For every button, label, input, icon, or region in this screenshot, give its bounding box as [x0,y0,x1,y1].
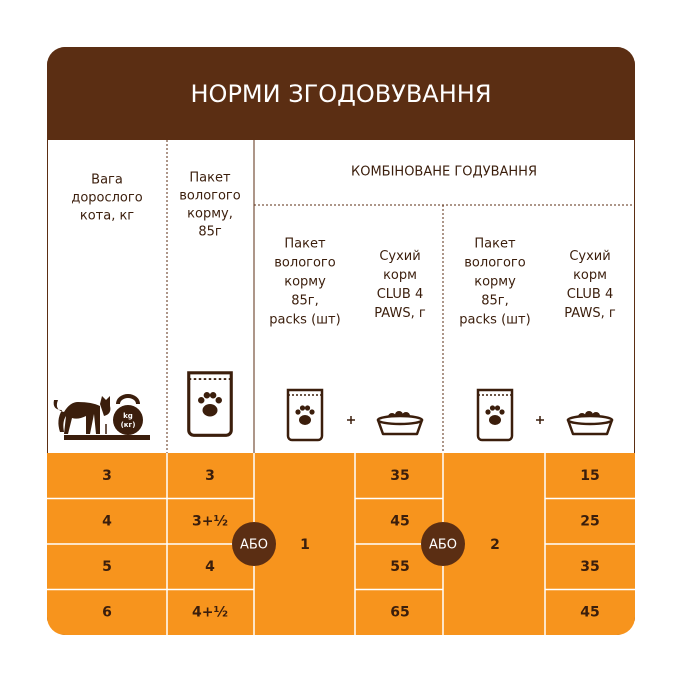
plus-icons [347,416,544,424]
wet-value: 3+½ [192,514,228,530]
packs-header: Пакет [284,237,326,252]
packs-header: Пакет [474,237,516,252]
dry-value: 15 [580,468,599,484]
dry-value: 35 [580,559,599,575]
cat-icon [53,394,150,440]
kettlebell-label: kg [123,412,133,420]
dry-header: PAWS, г [564,306,616,321]
dry-value: 35 [390,468,409,484]
dry-value: 55 [390,559,409,575]
pouch-icon [187,371,233,437]
packs-header: 85г, [291,294,319,309]
wet-value: 4 [205,559,215,575]
dry-header: CLUB 4 [567,287,614,302]
dry-value: 45 [390,514,409,530]
packs-header: вологого [274,256,335,271]
wet-value: 3 [205,468,215,484]
dry-header: Сухий [379,249,420,264]
card [47,47,635,635]
title: НОРМИ ЗГОДОВУВАННЯ [191,80,492,108]
pouch-icon [476,388,514,442]
weight-value: 6 [102,605,112,621]
weight-header: Вага [91,173,123,188]
pouch-icon [286,388,324,442]
kettlebell-label: (кг) [121,421,136,429]
dry-header: корм [383,268,417,283]
dry-value: 45 [580,605,599,621]
packs-header: корму [474,275,516,290]
weight-header: кота, кг [80,209,134,224]
grid-lines [47,140,635,453]
dry-value: 65 [390,605,409,621]
packs-header: корму [284,275,326,290]
weight-value: 3 [102,468,112,484]
wet-value: 4+½ [192,605,228,621]
weight-value: 5 [102,559,112,575]
wet-header: вологого [179,189,240,204]
packs-header: packs (шт) [269,313,340,328]
dry-header: Сухий [569,249,610,264]
or-label: АБО [429,538,457,553]
dry-header: CLUB 4 [377,287,424,302]
wet-header: Пакет [189,171,231,186]
weight-value: 4 [102,514,112,530]
or-badge [232,522,276,566]
packs-header: packs (шт) [459,313,530,328]
or-badge [421,522,465,566]
or-label: АБО [240,538,268,553]
cell-lines [47,453,635,635]
weight-header: дорослого [71,191,142,206]
title-band [47,47,635,140]
dry-header: PAWS, г [374,306,426,321]
dry-value: 25 [580,514,599,530]
packs-header: вологого [464,256,525,271]
packs-header: 85г, [481,294,509,309]
dry-header: корм [573,268,607,283]
packs-value: 2 [490,537,500,553]
wet-header: корму, [187,207,233,222]
wet-header: 85г [198,225,222,240]
combined-header: КОМБІНОВАНЕ ГОДУВАННЯ [351,165,537,180]
packs-value: 1 [300,537,310,553]
